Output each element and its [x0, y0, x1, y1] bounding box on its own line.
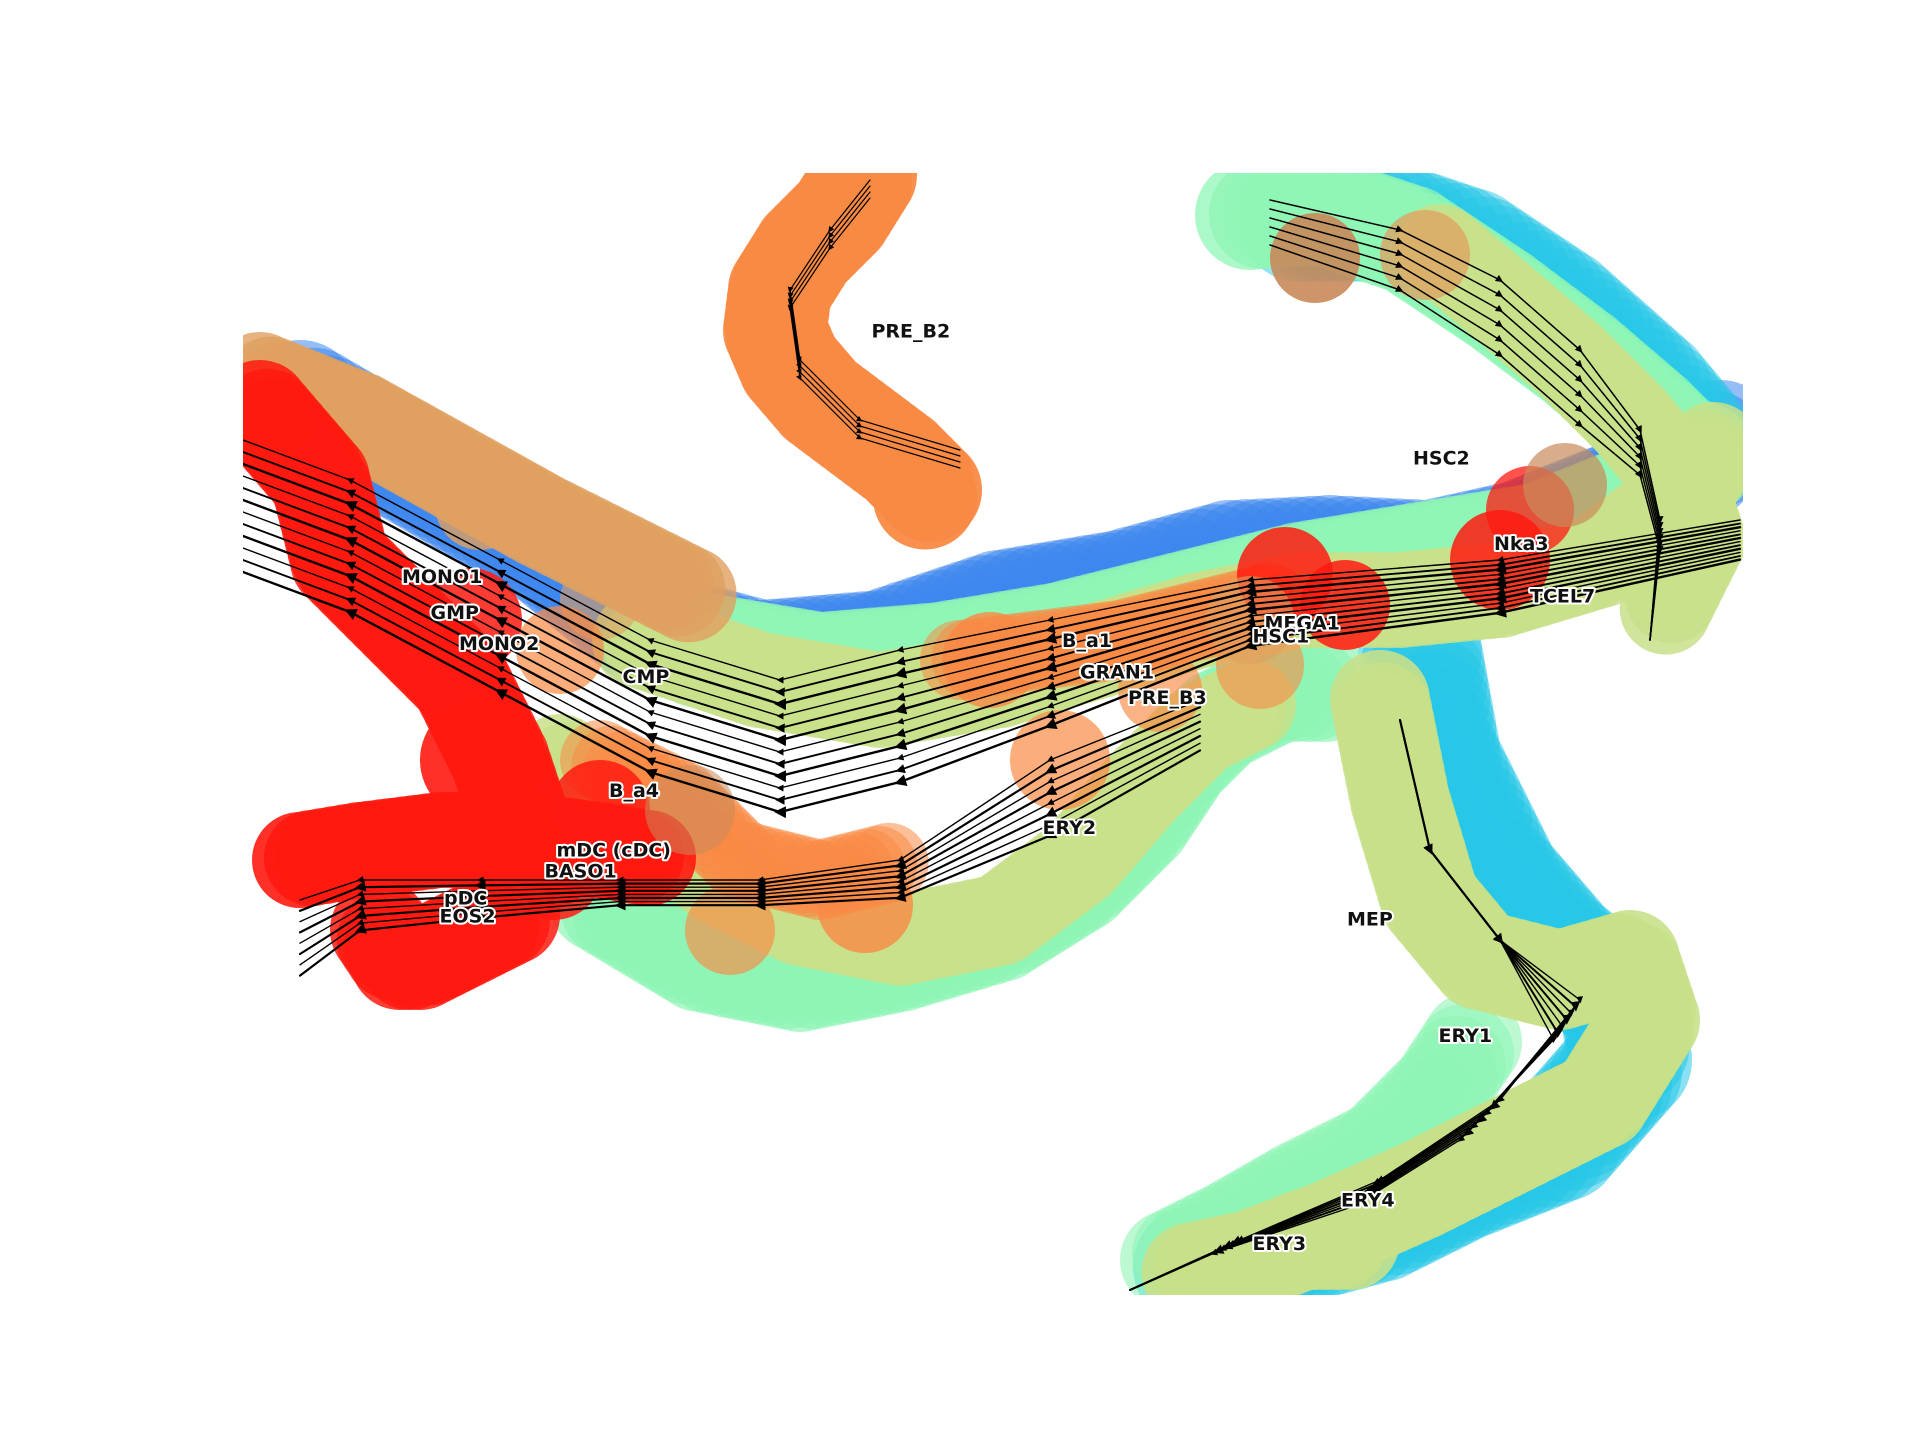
cluster-label-18: EOS2 [440, 906, 496, 928]
cell-point-903 [1523, 443, 1607, 527]
cluster-label-16: BASO1 [545, 861, 617, 883]
cluster-label-7: GMP [431, 602, 480, 624]
cluster-label-4: MEGA1 [1265, 612, 1340, 634]
cell-point-688 [1619, 562, 1712, 655]
cell-point-894 [420, 700, 540, 820]
cluster-label-5: HSC1 [1253, 626, 1310, 648]
cluster-label-11: GRAN1 [1080, 662, 1154, 684]
cluster-label-13: B_a4 [609, 780, 659, 802]
cluster-label-17: pDC [444, 888, 487, 910]
cell-point-898 [243, 380, 310, 460]
cluster-label-19: MEP [1347, 909, 1393, 931]
cluster-label-6: MONO1 [402, 566, 482, 588]
cluster-label-8: MONO2 [459, 633, 539, 655]
cluster-label-0: PRE_B2 [872, 321, 951, 343]
cluster-label-1: HSC2 [1413, 448, 1470, 470]
cluster-label-20: ERY1 [1439, 1025, 1493, 1047]
cluster-label-10: B_a1 [1062, 630, 1112, 652]
streamline-36 [787, 197, 961, 469]
cluster-label-21: ERY4 [1341, 1190, 1395, 1212]
cluster-label-12: PRE_B3 [1128, 687, 1207, 709]
cluster-label-3: TCEL7 [1530, 585, 1595, 607]
streamline-32 [1129, 719, 1558, 1291]
cell-point-797 [435, 460, 525, 550]
streamline-19 [298, 749, 1202, 977]
streamline-25 [1269, 244, 1664, 641]
cluster-label-14: ERY2 [1043, 817, 1097, 839]
cluster-label-9: CMP [623, 666, 670, 688]
cell-point-950 [873, 445, 977, 550]
cell-point-905 [1270, 213, 1360, 303]
cluster-label-2: Nka3 [1494, 533, 1549, 555]
cell-point-734 [640, 546, 737, 643]
cell-point-647 [1141, 1222, 1242, 1295]
cluster-label-15: mDC (cDC) [557, 840, 671, 862]
streamlines-layer [243, 179, 1742, 1291]
cluster-label-22: ERY3 [1253, 1233, 1307, 1255]
